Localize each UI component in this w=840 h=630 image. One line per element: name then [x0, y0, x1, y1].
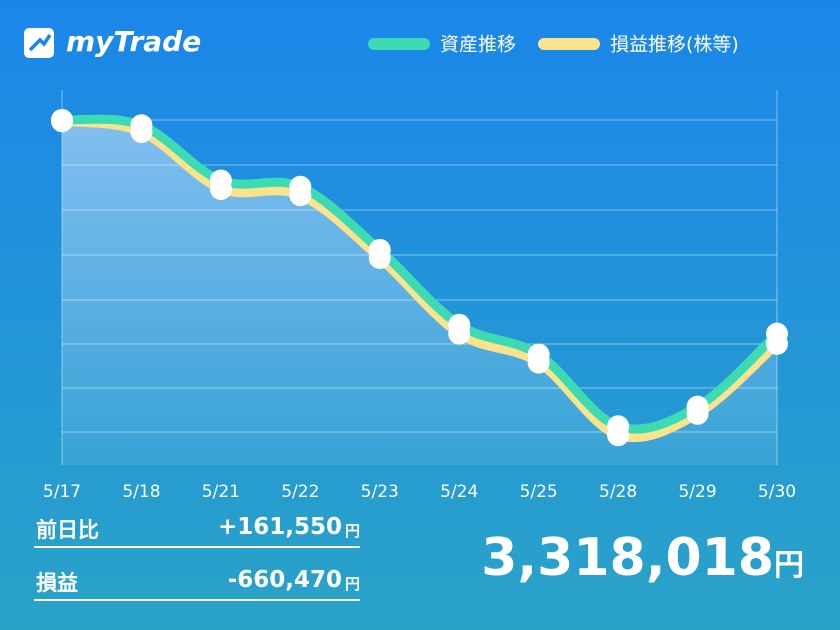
x-tick-label: 5/23 — [361, 482, 399, 502]
x-tick-label: 5/24 — [440, 482, 478, 502]
data-point — [527, 351, 550, 374]
logo-text: myTrade — [66, 25, 201, 58]
legend-swatch — [368, 38, 430, 50]
x-tick-label: 5/30 — [758, 482, 796, 502]
chart: myTrade 資産推移 損益推移(株等) 5/17 5/18 5/21 5/22 5/23… — [24, 25, 796, 502]
x-tick-label: 5/21 — [202, 482, 240, 502]
unit: 円 — [344, 522, 360, 540]
data-point — [130, 120, 153, 143]
legend-swatch — [538, 38, 601, 50]
x-tick-label: 5/17 — [43, 482, 81, 502]
series-line — [57, 116, 782, 443]
legend-label: 損益推移(株等) — [610, 34, 739, 56]
x-tick-label: 5/29 — [678, 482, 716, 502]
data-point — [607, 424, 630, 447]
total-assets: 3,318,018円 — [481, 528, 804, 588]
total-unit: 円 — [774, 548, 804, 583]
x-tick-label: 5/25 — [520, 482, 558, 502]
label: 前日比 — [36, 518, 99, 542]
legend-label: 資産推移 — [440, 34, 516, 56]
x-tick-label: 5/18 — [122, 482, 160, 502]
value: +161,550 — [217, 514, 342, 540]
data-point — [448, 322, 471, 345]
series-line — [57, 114, 782, 434]
data-point — [766, 332, 788, 355]
summary-row: 損益 -660,470 円 — [34, 563, 360, 601]
summary-row: 前日比 +161,550 円 — [34, 510, 360, 548]
value: -660,470 — [227, 567, 342, 593]
x-tick-label: 5/22 — [281, 482, 319, 502]
logo: myTrade — [24, 25, 201, 58]
x-tick-label: 5/28 — [599, 482, 637, 502]
data-point — [289, 184, 312, 207]
total-value: 3,318,018 — [481, 528, 774, 588]
data-point — [209, 177, 232, 200]
data-point — [686, 402, 709, 425]
unit: 円 — [344, 575, 360, 593]
data-point — [368, 246, 391, 269]
data-point — [51, 110, 73, 133]
label: 損益 — [36, 571, 78, 595]
